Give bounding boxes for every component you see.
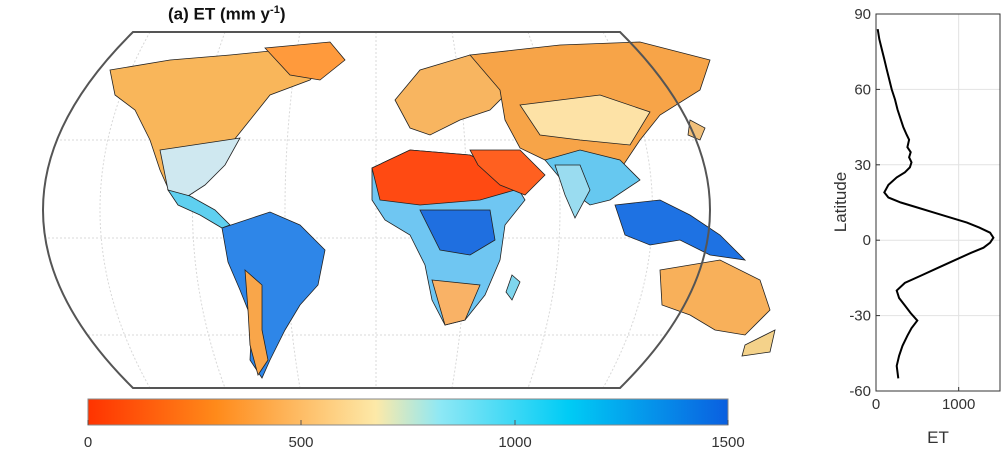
profile-ytick-label: 90 xyxy=(854,6,871,23)
india xyxy=(554,164,591,219)
profile-ytick-label: -30 xyxy=(849,308,871,325)
madagascar xyxy=(505,274,521,301)
profile-ytick-label: -60 xyxy=(849,383,871,400)
south-america-andes xyxy=(244,269,269,376)
colorbar-gradient xyxy=(87,398,729,426)
profile-ytick-label: 60 xyxy=(854,81,871,98)
profile-axes-box xyxy=(875,13,1001,392)
colorbar-ticks xyxy=(87,420,729,425)
map-title-close: ) xyxy=(279,4,286,24)
southeast-asia xyxy=(614,199,747,261)
world-map xyxy=(42,31,776,389)
profile-ytick-label: 30 xyxy=(854,157,871,174)
japan xyxy=(687,119,706,141)
profile-ylabel: Latitude xyxy=(831,172,850,233)
colorbar: 0 500 1000 1500 xyxy=(84,398,745,451)
south-america xyxy=(221,211,326,379)
australia xyxy=(659,259,771,336)
central-asia xyxy=(519,94,651,146)
colorbar-tick-0: 0 xyxy=(84,434,92,451)
profile-xtick-label: 1000 xyxy=(942,396,975,413)
southern-africa xyxy=(431,279,481,326)
central-africa xyxy=(419,209,496,256)
profile-xlabel: ET xyxy=(927,428,949,447)
new-zealand xyxy=(741,329,776,357)
colorbar-tick-1000: 1000 xyxy=(498,434,531,451)
map-frame xyxy=(42,31,711,389)
map-title-main: (a) ET (mm y xyxy=(168,4,271,24)
profile-series-line xyxy=(876,28,995,379)
map-title-superscript: -1 xyxy=(270,4,280,16)
profile-grid xyxy=(875,13,1000,392)
land-masses xyxy=(109,41,776,379)
profile-xtick-label: 0 xyxy=(872,396,880,413)
map-title: (a) ET (mm y-1) xyxy=(168,4,285,25)
arabia xyxy=(469,149,546,196)
greenland xyxy=(264,41,346,81)
profile-ticks: -60 -30 0 30 60 90 0 1000 xyxy=(849,6,975,413)
colorbar-tick-1500: 1500 xyxy=(711,434,744,451)
profile-ytick-label: 0 xyxy=(863,232,871,249)
colorbar-tick-500: 500 xyxy=(288,434,313,451)
